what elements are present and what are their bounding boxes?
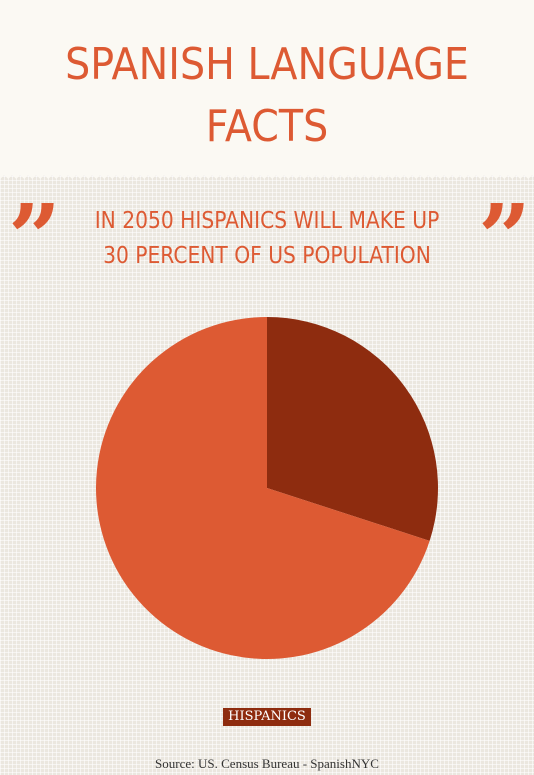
pie-slice-other-1 — [96, 317, 430, 659]
quote-mark-left-icon: ” — [8, 184, 61, 292]
page-title: SPANISH LANGUAGE FACTS — [65, 39, 469, 152]
pie-slice-hispanics — [267, 317, 439, 541]
chart-legend: HISPANICS — [0, 705, 534, 726]
header-banner: SPANISH LANGUAGE FACTS — [0, 0, 534, 172]
zigzag-divider — [0, 171, 534, 179]
fact-text-line-2: 30 PERCENT OF US POPULATION — [103, 243, 431, 269]
quote-mark-right-icon: ” — [478, 184, 531, 292]
fact-text: IN 2050 HISPANICS WILL MAKE UP 30 PERCEN… — [85, 204, 449, 274]
legend-label-hispanics: HISPANICS — [223, 708, 311, 726]
source-note: Source: US. Census Bureau - SpanishNYC — [155, 756, 379, 771]
pie-chart — [96, 317, 439, 659]
fact-text-line-1: IN 2050 HISPANICS WILL MAKE UP — [94, 208, 440, 234]
